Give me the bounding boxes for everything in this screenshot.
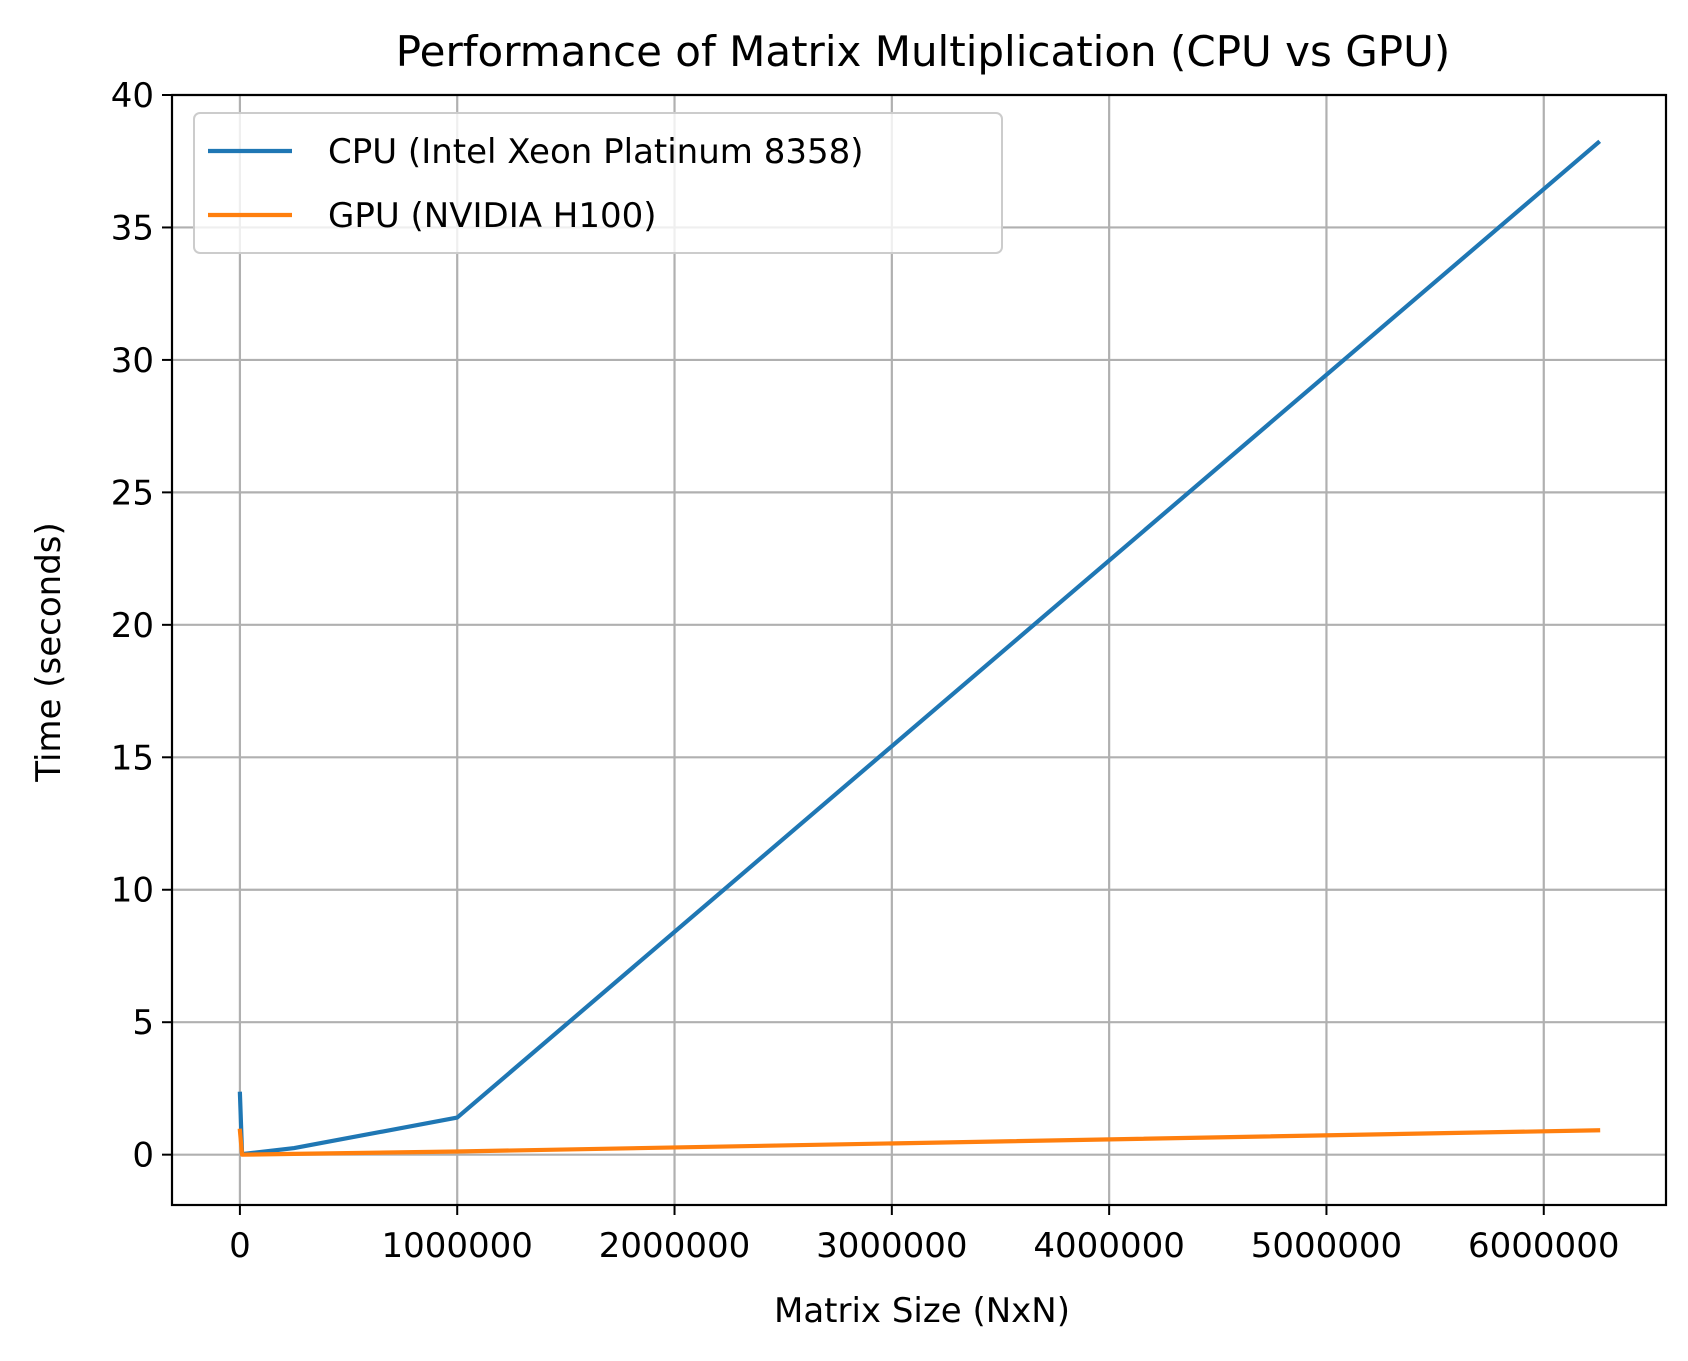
x-tick-label: 3000000 [816,1226,967,1266]
y-tick-label: 35 [111,208,154,248]
y-tick-label: 20 [111,606,154,646]
x-axis-label: Matrix Size (NxN) [774,1291,1070,1331]
y-tick-label: 15 [111,738,154,778]
y-tick-label: 30 [111,341,154,381]
x-tick-label: 6000000 [1468,1226,1619,1266]
y-axis-label: Time (seconds) [29,522,69,783]
x-tick-label: 4000000 [1033,1226,1184,1266]
legend-label: GPU (NVIDIA H100) [328,196,657,236]
x-tick-label: 0 [229,1226,251,1266]
y-tick-label: 0 [132,1136,154,1176]
ticks: 0 1000000 2000000 3000000 4000000 5000000 6000… [111,76,1620,1266]
x-tick-label: 5000000 [1251,1226,1402,1266]
series-layer [237,139,1602,1157]
x-tick-label: 1000000 [381,1226,532,1266]
chart-title: Performance of Matrix Multiplication (CP… [396,27,1450,76]
y-tick-label: 10 [111,871,154,911]
y-tick-label: 25 [111,473,154,513]
legend-label: CPU (Intel Xeon Platinum 8358) [328,132,864,172]
y-tick-label: 5 [132,1003,154,1043]
legend: CPU (Intel Xeon Platinum 8358) GPU (NVIDI… [193,112,1003,254]
axes-frame [170,93,1668,1207]
series-line-gpu [237,1128,1601,1157]
y-tick-label: 40 [111,76,154,116]
x-tick-label: 2000000 [599,1226,750,1266]
legend-box [193,112,1003,254]
